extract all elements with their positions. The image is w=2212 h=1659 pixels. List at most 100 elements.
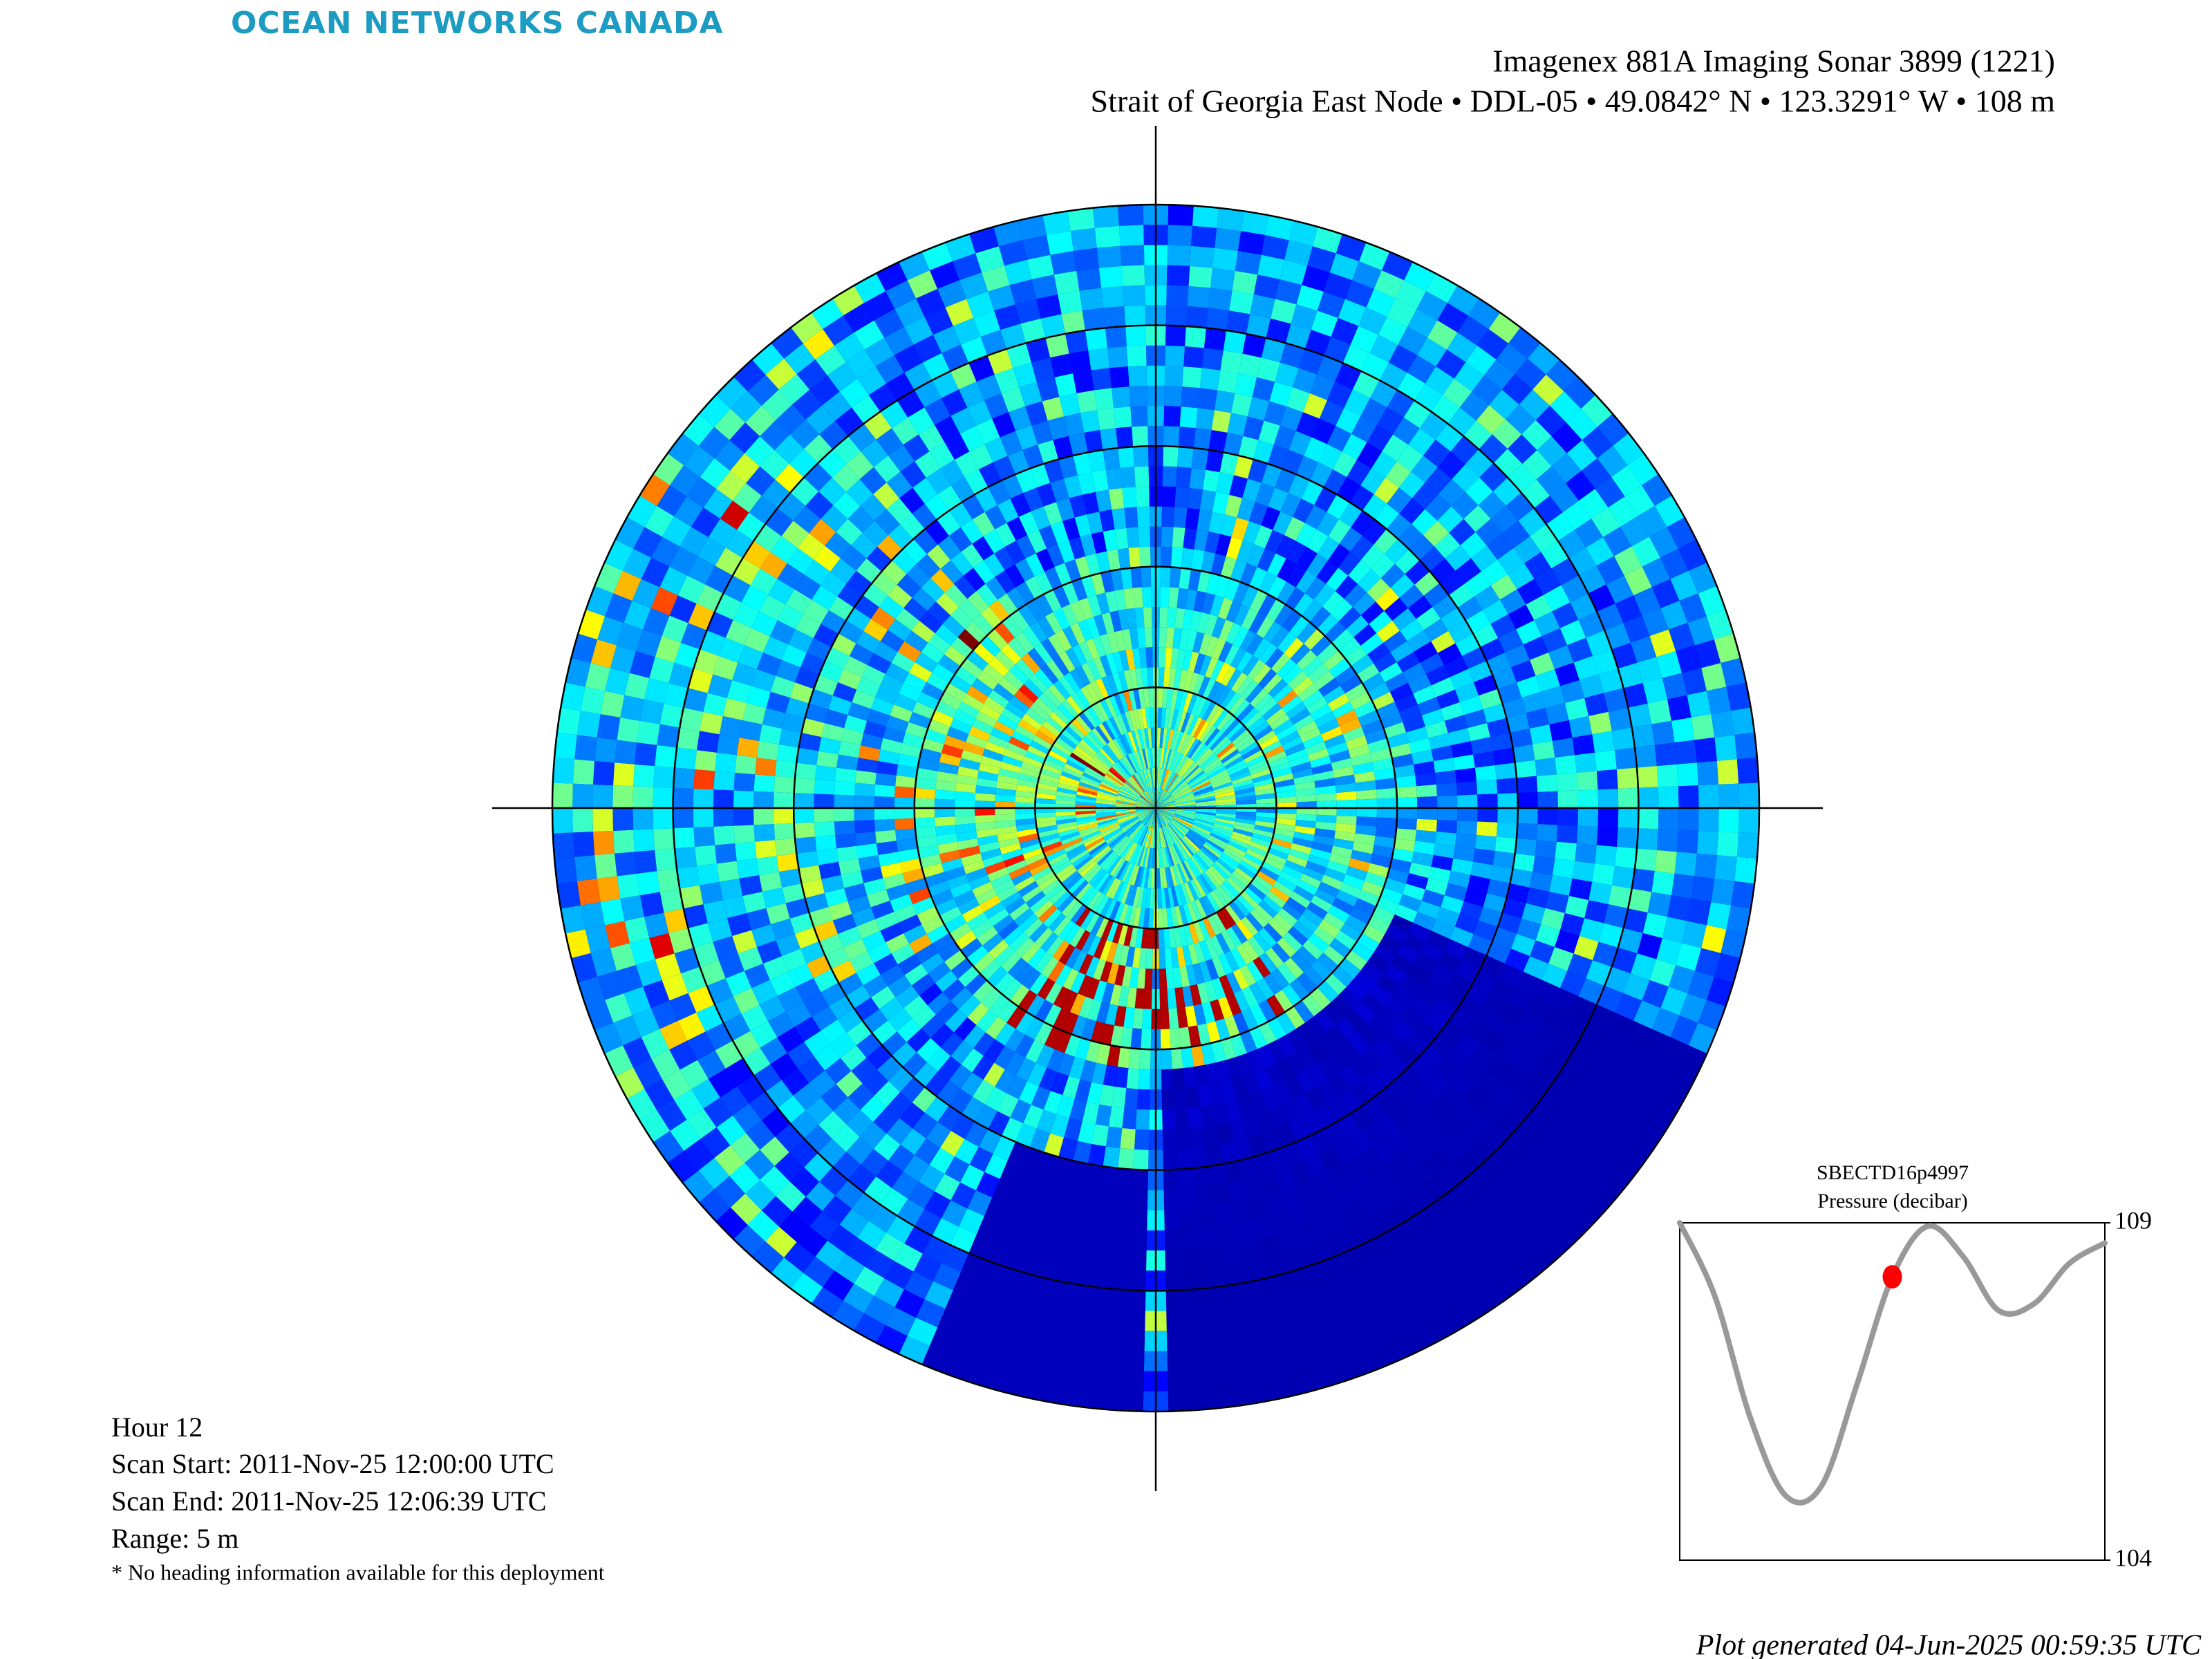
sonar-cell — [1329, 253, 1360, 281]
sonar-cell — [1394, 838, 1416, 852]
sonar-cell — [903, 924, 927, 944]
sonar-cell — [1552, 858, 1575, 879]
sonar-cell — [1037, 977, 1056, 1000]
sonar-cell — [1604, 904, 1629, 928]
sonar-cell — [1082, 1285, 1105, 1309]
sonar-cell — [1220, 1242, 1243, 1266]
sonar-cell — [1238, 435, 1259, 460]
sonar-cell — [673, 767, 695, 789]
sonar-cell — [803, 599, 830, 624]
sonar-cell — [1095, 809, 1116, 814]
sonar-cell — [1056, 791, 1077, 798]
sonar-cell — [1075, 810, 1096, 815]
sonar-cell — [1561, 575, 1588, 603]
sonar-cell — [1208, 1163, 1228, 1186]
sonar-cell — [1647, 892, 1672, 917]
sonar-cell — [767, 1011, 795, 1038]
sonar-cell — [1219, 975, 1234, 997]
sonar-cell — [1407, 673, 1432, 694]
sonar-cell — [1017, 778, 1038, 788]
sonar-cell — [1530, 940, 1555, 964]
sonar-cell — [967, 1002, 989, 1025]
sonar-cell — [939, 691, 962, 710]
sonar-cell — [1185, 859, 1199, 878]
sonar-cell — [1103, 827, 1122, 840]
sonar-cell — [1109, 834, 1127, 850]
sonar-cell — [1486, 653, 1512, 675]
hour: Hour 12 — [111, 1412, 203, 1443]
sonar-cell — [982, 663, 1004, 684]
sonar-cell — [1651, 1008, 1680, 1038]
sonar-cell — [1162, 1129, 1178, 1150]
sonar-cell — [1215, 813, 1236, 818]
sonar-cell — [1313, 583, 1335, 607]
sonar-cell — [1533, 374, 1564, 406]
sonar-cell — [1315, 821, 1336, 831]
sonar-cell — [977, 926, 998, 946]
sonar-cell — [975, 808, 995, 816]
sonar-cell — [1103, 1288, 1126, 1311]
sonar-cell — [1331, 629, 1354, 650]
sonar-cell — [1670, 1015, 1698, 1046]
sonar-cell — [1156, 808, 1173, 821]
sonar-cell — [1351, 941, 1374, 962]
sonar-cell — [1130, 1189, 1148, 1210]
sonar-cell — [1224, 904, 1241, 924]
sonar-cell — [713, 808, 734, 827]
sonar-cell — [1215, 227, 1241, 251]
sonar-cell — [1100, 699, 1114, 720]
sonar-cell — [1114, 406, 1132, 429]
sonar-cell — [805, 893, 829, 913]
sonar-cell — [1065, 647, 1082, 669]
sonar-cell — [789, 1167, 820, 1197]
sonar-cell — [1230, 947, 1246, 969]
sonar-cell — [1219, 883, 1237, 901]
sonar-cell — [714, 409, 746, 440]
sonar-cell — [1412, 852, 1434, 867]
sonar-cell — [1177, 447, 1194, 469]
sonar-cell — [1360, 397, 1387, 425]
sonar-cell — [1506, 404, 1536, 435]
sonar-cell — [1212, 736, 1230, 753]
sonar-cell — [1137, 799, 1156, 808]
sonar-cell — [1217, 858, 1235, 874]
sonar-cell — [926, 468, 951, 494]
sonar-cell — [1157, 888, 1163, 909]
sonar-cell — [1687, 691, 1712, 718]
sonar-cell — [1624, 485, 1655, 516]
sonar-cell — [1127, 1229, 1147, 1251]
sonar-cell — [1163, 826, 1173, 845]
sonar-cell — [1197, 982, 1210, 1004]
sonar-cell — [1220, 1038, 1237, 1060]
sonar-cell — [1100, 824, 1120, 835]
sonar-cell — [1057, 894, 1076, 913]
sonar-cell — [1121, 883, 1132, 904]
sonar-cell — [915, 1138, 941, 1165]
sonar-cell — [1255, 793, 1276, 800]
sonar-cell — [950, 718, 973, 734]
sonar-cell — [1638, 808, 1659, 830]
sonar-cell — [1046, 1361, 1074, 1385]
sonar-cell — [1164, 1229, 1184, 1251]
sonar-cell — [960, 658, 983, 678]
sonar-cell — [935, 816, 956, 827]
sonar-cell — [1159, 627, 1168, 648]
sonar-cell — [1107, 742, 1122, 760]
sonar-cell — [1566, 409, 1597, 440]
sonar-cell — [908, 711, 932, 729]
sonar-cell — [1075, 883, 1092, 901]
sonar-cell — [876, 262, 908, 292]
sonar-cell — [1236, 675, 1253, 696]
sonar-cell — [1374, 1087, 1400, 1113]
sonar-cell — [1091, 870, 1107, 888]
sonar-cell — [1193, 590, 1207, 612]
sonar-cell — [1695, 639, 1721, 668]
sonar-cell — [751, 980, 778, 1005]
sonar-cell — [928, 962, 951, 984]
sonar-cell — [1055, 811, 1076, 817]
sonar-cell — [1210, 830, 1231, 841]
sonar-cell — [1194, 793, 1215, 800]
sonar-cell — [1074, 1079, 1091, 1102]
sonar-cell — [1156, 808, 1170, 823]
sonar-cell — [1432, 997, 1458, 1021]
